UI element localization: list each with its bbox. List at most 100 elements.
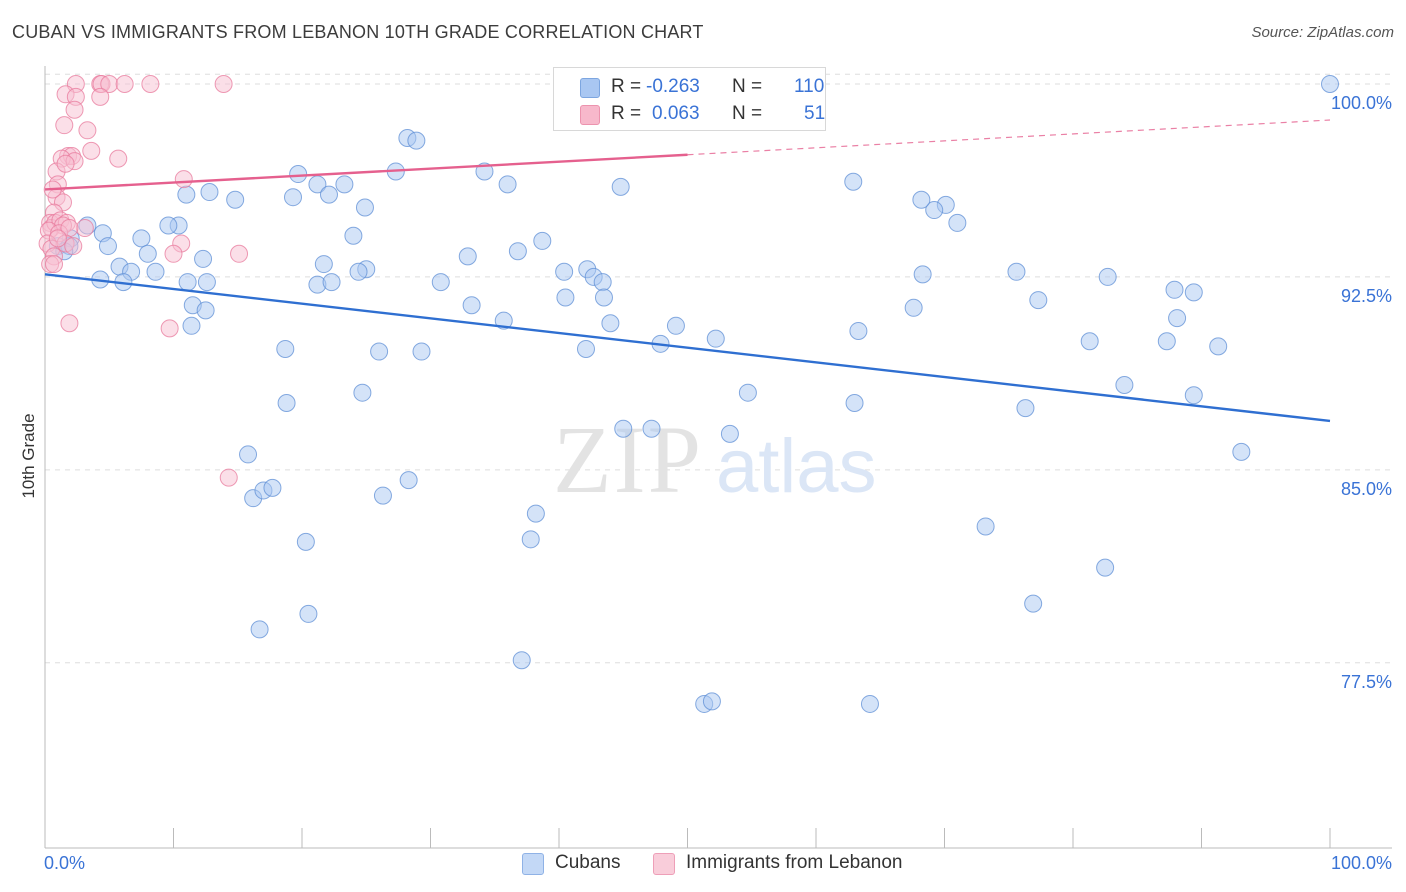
x-tick-label: 0.0% bbox=[44, 853, 85, 873]
point-lebanon bbox=[75, 219, 94, 238]
point-cubans bbox=[666, 316, 685, 335]
point-cubans bbox=[1007, 262, 1026, 281]
bottom-legend-label-cubans: Cubans bbox=[555, 852, 621, 873]
trend-layer bbox=[44, 119, 1331, 423]
legend-r-value: -0.263 bbox=[646, 76, 700, 97]
y-tick-label: 100.0% bbox=[1331, 93, 1392, 113]
point-cubans bbox=[138, 244, 157, 263]
point-cubans bbox=[276, 339, 295, 358]
legend-swatch-lebanon bbox=[580, 105, 600, 125]
point-cubans bbox=[611, 177, 630, 196]
point-cubans bbox=[146, 262, 165, 281]
point-cubans bbox=[373, 486, 392, 505]
point-cubans bbox=[1321, 75, 1339, 94]
point-cubans bbox=[1098, 267, 1117, 286]
point-cubans bbox=[738, 383, 757, 402]
legend-r-label: R = bbox=[611, 76, 642, 97]
point-cubans bbox=[239, 445, 258, 464]
point-cubans bbox=[1096, 558, 1115, 577]
grid-layer bbox=[45, 73, 1392, 664]
point-cubans bbox=[1209, 337, 1228, 356]
point-cubans bbox=[196, 301, 215, 320]
stats-legend: R = -0.263 N = 110 R = 0.063 N = 51 bbox=[553, 67, 826, 131]
point-cubans bbox=[948, 213, 967, 232]
point-cubans bbox=[1080, 332, 1099, 351]
point-cubans bbox=[349, 262, 368, 281]
point-lebanon bbox=[109, 149, 128, 168]
point-cubans bbox=[335, 175, 354, 194]
point-cubans bbox=[976, 517, 995, 536]
point-cubans bbox=[512, 651, 531, 670]
point-cubans bbox=[913, 265, 932, 284]
point-cubans bbox=[431, 273, 450, 292]
point-cubans bbox=[1115, 375, 1134, 394]
point-cubans bbox=[702, 692, 721, 711]
legend-n-label: N = bbox=[732, 103, 763, 124]
point-lebanon bbox=[230, 244, 249, 263]
point-cubans bbox=[284, 188, 303, 207]
point-cubans bbox=[706, 329, 725, 348]
point-lebanon bbox=[56, 154, 75, 173]
point-lebanon bbox=[219, 468, 238, 487]
points-layer bbox=[38, 75, 1339, 713]
point-cubans bbox=[250, 620, 269, 639]
point-cubans bbox=[642, 419, 661, 438]
point-cubans bbox=[322, 273, 341, 292]
y-tick-label: 77.5% bbox=[1341, 672, 1392, 692]
point-lebanon bbox=[48, 229, 67, 248]
point-cubans bbox=[194, 249, 213, 268]
point-cubans bbox=[458, 247, 477, 266]
point-lebanon bbox=[91, 87, 110, 106]
y-tick-label: 85.0% bbox=[1341, 479, 1392, 499]
point-cubans bbox=[526, 504, 545, 523]
point-cubans bbox=[370, 342, 389, 361]
point-cubans bbox=[462, 296, 481, 315]
point-cubans bbox=[1184, 283, 1203, 302]
legend-swatch-cubans bbox=[580, 78, 600, 98]
bottom-legend-swatch-cubans bbox=[522, 853, 544, 875]
point-cubans bbox=[1168, 309, 1187, 328]
point-cubans bbox=[601, 314, 620, 333]
point-cubans bbox=[399, 471, 418, 490]
point-cubans bbox=[319, 185, 338, 204]
point-cubans bbox=[720, 424, 739, 443]
point-cubans bbox=[844, 172, 863, 191]
legend-n-value: 110 bbox=[794, 76, 825, 97]
point-cubans bbox=[576, 339, 595, 358]
point-lebanon bbox=[214, 75, 233, 94]
point-cubans bbox=[263, 478, 282, 497]
source-label: Source: ZipAtlas.com bbox=[1251, 24, 1394, 41]
legend-r-label: R = bbox=[611, 103, 642, 124]
legend-n-label: N = bbox=[732, 76, 763, 97]
point-cubans bbox=[845, 393, 864, 412]
point-cubans bbox=[1016, 399, 1035, 418]
point-cubans bbox=[508, 242, 527, 261]
point-cubans bbox=[925, 201, 944, 220]
y-axis-label: 10th Grade bbox=[19, 413, 38, 498]
point-cubans bbox=[521, 530, 540, 549]
point-lebanon bbox=[115, 75, 134, 94]
point-cubans bbox=[1165, 280, 1184, 299]
watermark: ZIP atlas bbox=[553, 406, 877, 513]
point-cubans bbox=[314, 255, 333, 274]
y-tick-label: 92.5% bbox=[1341, 286, 1392, 306]
point-cubans bbox=[555, 262, 574, 281]
point-cubans bbox=[1029, 291, 1048, 310]
point-lebanon bbox=[65, 100, 84, 119]
point-lebanon bbox=[160, 319, 179, 338]
point-cubans bbox=[200, 183, 219, 202]
point-lebanon bbox=[60, 314, 79, 333]
legend-n-value: 51 bbox=[804, 103, 826, 124]
point-cubans bbox=[226, 190, 245, 209]
point-cubans bbox=[1157, 332, 1176, 351]
point-cubans bbox=[475, 162, 494, 181]
point-cubans bbox=[98, 237, 117, 256]
point-lebanon bbox=[78, 121, 97, 140]
trend-line-lebanon bbox=[44, 153, 688, 191]
point-cubans bbox=[344, 226, 363, 245]
point-cubans bbox=[912, 190, 931, 209]
point-lebanon bbox=[55, 116, 74, 135]
point-cubans bbox=[1184, 386, 1203, 405]
chart-title: CUBAN VS IMMIGRANTS FROM LEBANON 10TH GR… bbox=[12, 22, 704, 42]
